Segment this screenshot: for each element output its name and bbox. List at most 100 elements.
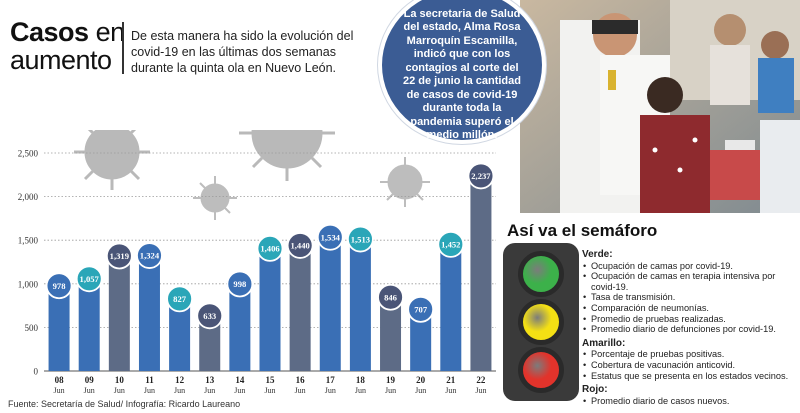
- x-tick-month: Jun: [174, 386, 185, 395]
- x-tick-day: 16: [296, 375, 306, 385]
- title-word-aumento: aumento: [10, 45, 112, 75]
- bar-layer: 978 1,057 1,319 1,324 827 633 998 1,406 1,440 1,5…: [45, 162, 495, 371]
- data-label: 1,534: [321, 232, 341, 242]
- semaforo-title: Así va el semáforo: [507, 221, 658, 240]
- semaforo-indicator-list: Verde:Ocupación de camas por covid-19.Oc…: [582, 249, 792, 410]
- bar: [289, 245, 311, 371]
- bar: [259, 248, 281, 371]
- x-tick-month: Jun: [475, 386, 486, 395]
- title-word-en: en: [95, 17, 126, 47]
- semaforo-indicator: Ocupación de camas en terapia intensiva …: [582, 271, 792, 292]
- traffic-light-icon: [503, 243, 579, 401]
- virus-icon: [239, 130, 335, 181]
- yellow-lamp-icon: [518, 299, 564, 345]
- semaforo-group: Amarillo:Porcentaje de pruebas positivas…: [582, 337, 792, 381]
- data-label-badge: [75, 265, 103, 293]
- semaforo-indicator: Tasa de transmisión.: [582, 292, 792, 303]
- bar: [169, 298, 191, 371]
- x-tick-day: 15: [266, 375, 276, 385]
- data-label: 1,452: [441, 240, 460, 250]
- data-label-badge: [286, 232, 314, 259]
- semaforo-indicator: Promedio de pruebas realizadas.: [582, 314, 792, 325]
- semaforo-indicator: Cobertura de vacunación anticovid.: [582, 360, 792, 371]
- bar: [440, 244, 462, 371]
- bar: [470, 175, 492, 371]
- semaforo-group-heading: Amarillo:: [582, 337, 626, 349]
- data-label: 1,324: [140, 251, 160, 261]
- x-tick-day: 22: [476, 375, 486, 385]
- bar: [319, 237, 341, 371]
- data-label-badge: [256, 234, 284, 262]
- x-tick-month: Jun: [204, 386, 215, 395]
- data-label-badge: [346, 225, 374, 253]
- x-tick-day: 17: [326, 375, 336, 385]
- bar: [380, 297, 402, 371]
- bar: [349, 239, 371, 371]
- x-tick-month: Jun: [234, 386, 245, 395]
- x-tick-month: Jun: [325, 386, 336, 395]
- data-label: 1,057: [80, 274, 100, 284]
- intro-text: De esta manera ha sido la evolución del …: [131, 29, 354, 75]
- virus-icon: [193, 176, 237, 220]
- axis-layer: 05001,0001,5002,0002,50008Jun09Jun10Jun1…: [18, 149, 487, 396]
- data-label: 998: [233, 279, 247, 289]
- bar: [138, 255, 160, 371]
- semaforo-indicator: Ocupación de camas por covid-19.: [582, 261, 792, 272]
- data-label-badge: [196, 302, 224, 330]
- x-tick-day: 13: [205, 375, 215, 385]
- x-tick-month: Jun: [385, 386, 396, 395]
- data-label: 2,237: [471, 171, 491, 181]
- x-tick-day: 10: [115, 375, 125, 385]
- x-tick-month: Jun: [295, 386, 306, 395]
- x-tick-day: 21: [446, 375, 456, 385]
- x-tick-month: Jun: [264, 386, 275, 395]
- x-tick-month: Jun: [54, 386, 65, 395]
- bar: [108, 255, 130, 371]
- data-label-badge: [377, 283, 404, 311]
- semaforo-indicator: Promedio diario de casos nuevos.: [582, 396, 792, 407]
- data-label-badge: [316, 223, 344, 251]
- data-label: 1,440: [290, 241, 309, 251]
- page-title: Casos en aumento: [10, 18, 125, 74]
- semaforo-indicator: Comparación de neumonías.: [582, 303, 792, 314]
- x-tick-month: Jun: [114, 386, 125, 395]
- semaforo-indicator: Promedio diario de defunciones por covid…: [582, 324, 792, 335]
- y-tick-label: 2,000: [18, 192, 39, 202]
- data-label: 1,319: [110, 251, 129, 261]
- virus-icon: [380, 157, 430, 207]
- title-divider: [122, 22, 124, 74]
- semaforo-group-heading: Rojo:: [582, 384, 608, 396]
- red-lamp-icon: [518, 347, 564, 393]
- data-label: 827: [173, 294, 187, 304]
- y-tick-label: 500: [25, 323, 39, 333]
- x-tick-day: 11: [145, 375, 154, 385]
- virus-decorations: [74, 130, 430, 220]
- data-label-badge: [105, 242, 133, 270]
- cases-bar-chart: 978 1,057 1,319 1,324 827 633 998 1,406 1,440 1,5…: [18, 130, 496, 396]
- y-tick-label: 2,500: [18, 149, 39, 159]
- green-lamp-icon: [518, 251, 564, 297]
- semaforo-group: Verde:Ocupación de camas por covid-19.Oc…: [582, 249, 792, 335]
- x-tick-day: 09: [85, 375, 95, 385]
- bar: [78, 278, 100, 371]
- bar: [199, 315, 221, 371]
- x-tick-month: Jun: [355, 386, 366, 395]
- y-tick-label: 1,000: [18, 279, 39, 289]
- callout-bubble: La secretaria de Salud del estado, Alma …: [378, 0, 546, 144]
- x-tick-month: Jun: [84, 386, 95, 395]
- x-tick-day: 19: [386, 375, 396, 385]
- data-label-badge: [166, 285, 194, 313]
- x-tick-day: 20: [416, 375, 426, 385]
- data-label: 846: [384, 292, 398, 302]
- data-label-badge: [407, 295, 435, 323]
- data-label-badge: [437, 230, 465, 258]
- vaccination-photo: [520, 0, 800, 213]
- x-tick-month: Jun: [144, 386, 155, 395]
- data-label: 1,513: [351, 234, 370, 244]
- x-tick-day: 08: [55, 375, 65, 385]
- semaforo-group-heading: Verde:: [582, 249, 613, 260]
- virus-icon: [74, 130, 150, 190]
- y-tick-label: 0: [34, 367, 39, 377]
- data-label: 1,406: [260, 244, 280, 254]
